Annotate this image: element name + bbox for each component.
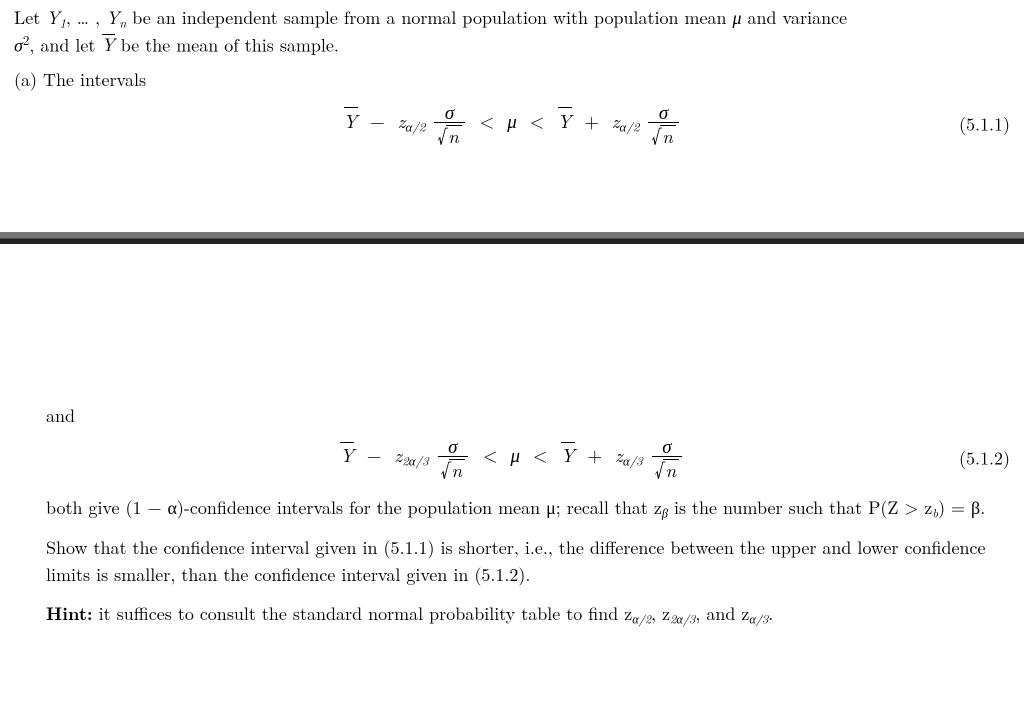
equation-5-1-2: Y − z2α/3 σ √n < μ < Y + zα/3 σ √n (5.1.… bbox=[14, 436, 1010, 480]
lt-op-2: < bbox=[524, 107, 551, 134]
z-sub-4: α/3 bbox=[623, 451, 643, 470]
part-a-label: (a) The intervals bbox=[14, 68, 1010, 92]
z-sym-2: z bbox=[612, 107, 620, 134]
lt-op: < bbox=[474, 107, 501, 134]
problem-bottom: and Y − z2α/3 σ √n < μ < Y + zα/3 σ √n (… bbox=[14, 404, 1010, 640]
z-sub: α/2 bbox=[405, 117, 425, 136]
z-sub-3: 2α/3 bbox=[402, 451, 429, 470]
lt-op-4: < bbox=[527, 441, 554, 468]
sigma-over-rootn-3: σ √n bbox=[438, 436, 469, 480]
y-bar-4: Y bbox=[560, 441, 574, 468]
sigma-over-rootn-4: σ √n bbox=[652, 436, 683, 480]
z-sym-3: z bbox=[394, 441, 402, 468]
intro-paragraph: Let Y1, … , Yn be an independent sample … bbox=[14, 6, 1010, 58]
hint-label: Hint: bbox=[46, 601, 93, 626]
eq-number-1: (5.1.1) bbox=[959, 112, 1010, 137]
page-divider bbox=[0, 232, 1024, 244]
plus-op-2: + bbox=[581, 441, 608, 468]
y-bar-2: Y bbox=[557, 107, 571, 134]
problem-top: Let Y1, … , Yn be an independent sample … bbox=[14, 6, 1010, 160]
lt-op-3: < bbox=[477, 441, 504, 468]
sigma-over-rootn-2: σ √n bbox=[648, 102, 679, 146]
y-bar-3: Y bbox=[340, 441, 354, 468]
eq-number-2: (5.1.2) bbox=[959, 446, 1010, 471]
minus-op: − bbox=[364, 107, 391, 134]
equation-5-1-1: Y − zα/2 σ √n < μ < Y + zα/2 σ √n (5.1.1… bbox=[14, 102, 1010, 146]
z-sub-2: α/2 bbox=[620, 117, 640, 136]
hint-paragraph: Hint: it suffices to consult the standar… bbox=[46, 600, 1010, 628]
show-paragraph: Show that the confidence interval given … bbox=[46, 534, 1010, 588]
y-bar: Y bbox=[343, 107, 357, 134]
explanation-paragraph: both give (1 − α)-confidence intervals f… bbox=[46, 494, 1010, 522]
mu-sym-2: μ bbox=[511, 441, 521, 468]
plus-op: + bbox=[578, 107, 605, 134]
mu-sym: μ bbox=[507, 107, 517, 134]
minus-op-2: − bbox=[361, 441, 388, 468]
and-label: and bbox=[46, 404, 1010, 428]
sigma-over-rootn: σ √n bbox=[434, 102, 465, 146]
z-sym-4: z bbox=[615, 441, 623, 468]
